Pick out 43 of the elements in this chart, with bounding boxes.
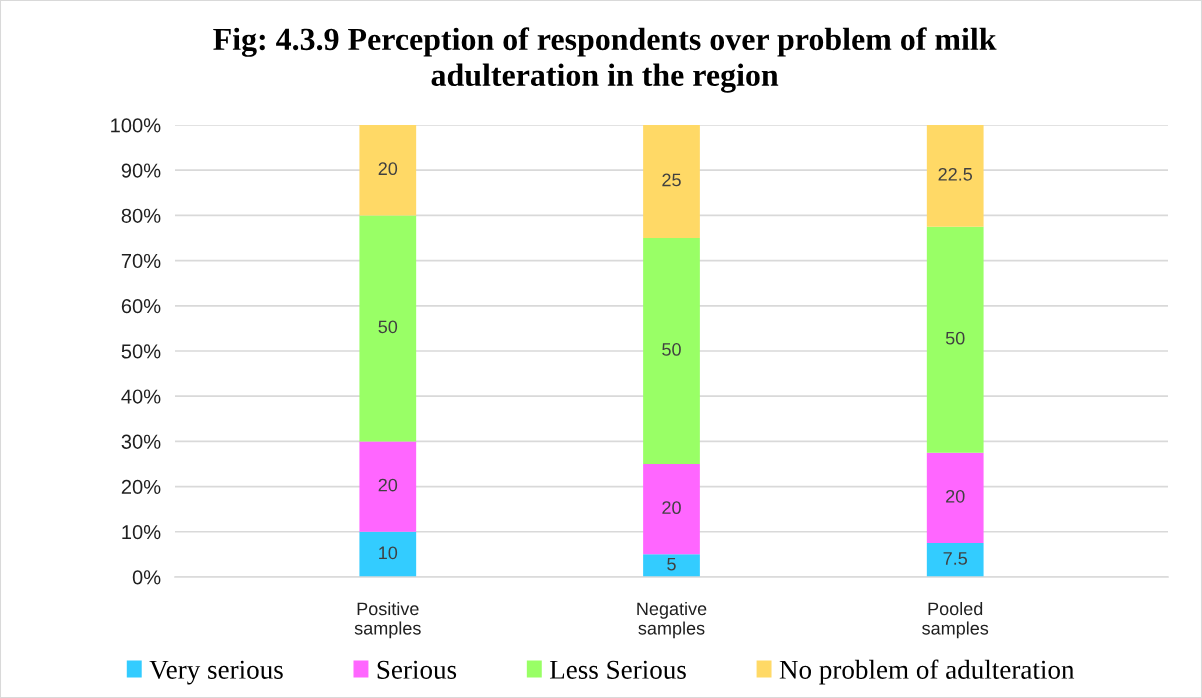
data-label: 22.5 bbox=[938, 167, 973, 181]
y-tick-label: 70% bbox=[121, 253, 161, 269]
y-tick-label: 50% bbox=[121, 344, 161, 359]
y-tick-label: 20% bbox=[121, 479, 161, 495]
bar bbox=[643, 463, 700, 555]
data-label: 7.5 bbox=[943, 552, 967, 565]
data-label: 50 bbox=[945, 331, 965, 345]
y-tick-label: 0% bbox=[132, 570, 161, 585]
data-label: 25 bbox=[662, 173, 681, 187]
bar bbox=[643, 125, 700, 238]
legend-label: Very serious bbox=[149, 660, 283, 685]
data-label: 20 bbox=[378, 162, 398, 176]
bar bbox=[359, 125, 417, 216]
bar bbox=[359, 215, 417, 442]
bar bbox=[359, 531, 417, 577]
legend-label: Less Serious bbox=[549, 660, 686, 679]
data-label: 20 bbox=[662, 501, 681, 515]
data-label: 50 bbox=[662, 343, 681, 356]
bar bbox=[926, 452, 984, 544]
y-tick-label: 90% bbox=[121, 163, 161, 178]
y-tick-label: 30% bbox=[121, 434, 161, 449]
bar bbox=[926, 226, 984, 453]
x-tick-label: Positive samples bbox=[354, 601, 421, 639]
x-tick-label: Pooled samples bbox=[922, 601, 989, 639]
data-label: 50 bbox=[378, 320, 398, 334]
y-tick-label: 60% bbox=[121, 299, 161, 314]
legend-label: No problem of adulteration bbox=[779, 659, 1075, 685]
data-label: 5 bbox=[667, 557, 676, 571]
bar bbox=[926, 543, 984, 577]
y-tick-label: 80% bbox=[121, 208, 161, 223]
y-tick-label: 10% bbox=[122, 525, 161, 540]
y-tick-label: 40% bbox=[121, 389, 161, 404]
bar bbox=[643, 238, 700, 464]
bar bbox=[926, 125, 984, 227]
data-label: 20 bbox=[378, 478, 398, 492]
legend-label: Serious bbox=[377, 660, 457, 679]
chart-title: Fig: 4.3.9 Perception of respondents over problem of milk adulteration in the region bbox=[213, 27, 997, 93]
bar bbox=[643, 554, 700, 577]
data-label: 20 bbox=[946, 489, 965, 503]
bar bbox=[359, 441, 417, 532]
data-label: 10 bbox=[379, 546, 398, 560]
y-tick-label: 100% bbox=[111, 118, 161, 133]
x-tick-label: Negative samples bbox=[637, 601, 707, 639]
